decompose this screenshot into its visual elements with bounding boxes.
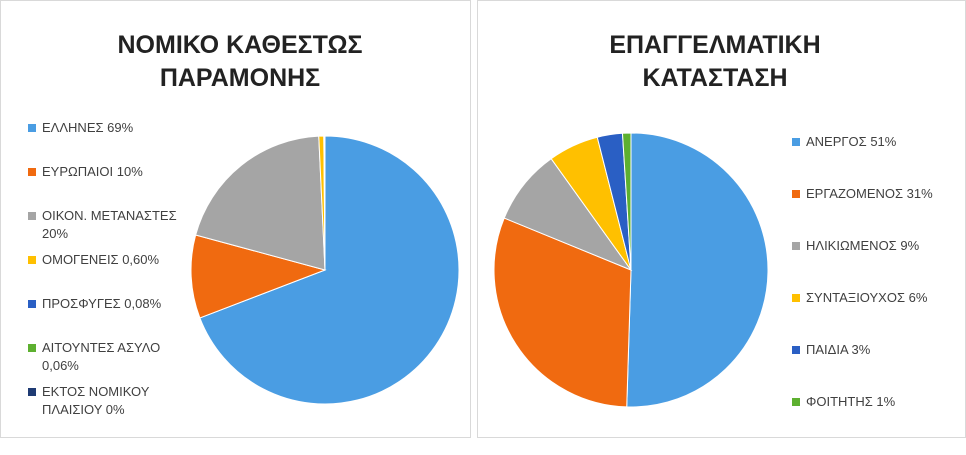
legend-label: ΣΥΝΤΑΞΙΟΥΧΟΣ 6% — [806, 290, 928, 305]
legend-label: ΦΟΙΤΗΤΗΣ 1% — [806, 394, 896, 409]
legend-item: ΕΥΡΩΠΑΙΟΙ 10% — [28, 163, 192, 181]
legend-swatch — [28, 124, 36, 132]
pie-slice — [493, 217, 632, 408]
legend-label: ΑΝΕΡΓΟΣ 51% — [806, 134, 897, 149]
legend-swatch — [28, 300, 36, 308]
legend-label: ΟΙΚΟΝ. ΜΕΤΑΝΑΣΤΕΣ 20% — [42, 208, 177, 241]
legend-label: ΠΡΟΣΦΥΓΕΣ 0,08% — [42, 296, 162, 311]
pie-slice — [323, 135, 326, 271]
legend-label: ΠΑΙΔΙΑ 3% — [806, 342, 871, 357]
legend-swatch — [792, 346, 800, 354]
pie-slice — [195, 135, 326, 271]
legend-item: ΠΑΙΔΙΑ 3% — [792, 341, 941, 359]
legend-swatch — [792, 190, 800, 198]
pie-slice — [199, 135, 460, 405]
legend-label: ΕΚΤΟΣ ΝΟΜΙΚΟΥ ΠΛΑΙΣΙΟΥ 0% — [42, 384, 150, 417]
chart-title: ΕΠΑΓΓΕΛΜΑΤΙΚΗ ΚΑΤΑΣΤΑΣΗ — [609, 31, 821, 92]
pie-slice — [626, 132, 769, 408]
legend-item: ΟΙΚΟΝ. ΜΕΤΑΝΑΣΤΕΣ 20% — [28, 207, 192, 243]
legend-item: ΠΡΟΣΦΥΓΕΣ 0,08% — [28, 295, 192, 313]
legend-item: ΗΛΙΚΙΩΜΕΝΟΣ 9% — [792, 237, 941, 255]
legend-item: ΑΝΕΡΓΟΣ 51% — [792, 133, 941, 151]
legend-item: ΕΡΓΑΖΟΜΕΝΟΣ 31% — [792, 185, 941, 203]
legend-label: ΑΙΤΟΥΝΤΕΣ ΑΣΥΛΟ 0,06% — [42, 340, 161, 373]
legend-item: ΦΟΙΤΗΤΗΣ 1% — [792, 393, 941, 411]
legend-item: ΕΛΛΗΝΕΣ 69% — [28, 119, 192, 137]
legend-label: ΗΛΙΚΙΩΜΕΝΟΣ 9% — [806, 238, 920, 253]
legend-item: ΑΙΤΟΥΝΤΕΣ ΑΣΥΛΟ 0,06% — [28, 339, 192, 375]
legend-label: ΕΡΓΑΖΟΜΕΝΟΣ 31% — [806, 186, 933, 201]
panel — [0, 0, 471, 438]
legend-item: ΟΜΟΓΕΝΕΙΣ 0,60% — [28, 251, 192, 269]
chart-title: ΝΟΜΙΚΟ ΚΑΘΕΣΤΩΣ ΠΑΡΑΜΟΝΗΣ — [117, 31, 363, 92]
legend-swatch — [792, 398, 800, 406]
pie-slice — [190, 234, 327, 319]
pie-slice — [621, 132, 632, 271]
legend-swatch — [28, 344, 36, 352]
legend-swatch — [792, 242, 800, 250]
legend-swatch — [792, 294, 800, 302]
legend-label: ΕΛΛΗΝΕΣ 69% — [42, 120, 134, 135]
legend-swatch — [28, 168, 36, 176]
legend-label: ΟΜΟΓΕΝΕΙΣ 0,60% — [42, 252, 160, 267]
legend-swatch — [792, 138, 800, 146]
legend-swatch — [28, 388, 36, 396]
legend-label: ΕΥΡΩΠΑΙΟΙ 10% — [42, 164, 143, 179]
legend-swatch — [28, 212, 36, 220]
legend-swatch — [28, 256, 36, 264]
legend-item: ΕΚΤΟΣ ΝΟΜΙΚΟΥ ΠΛΑΙΣΙΟΥ 0% — [28, 383, 192, 419]
legend-item: ΣΥΝΤΑΞΙΟΥΧΟΣ 6% — [792, 289, 941, 307]
